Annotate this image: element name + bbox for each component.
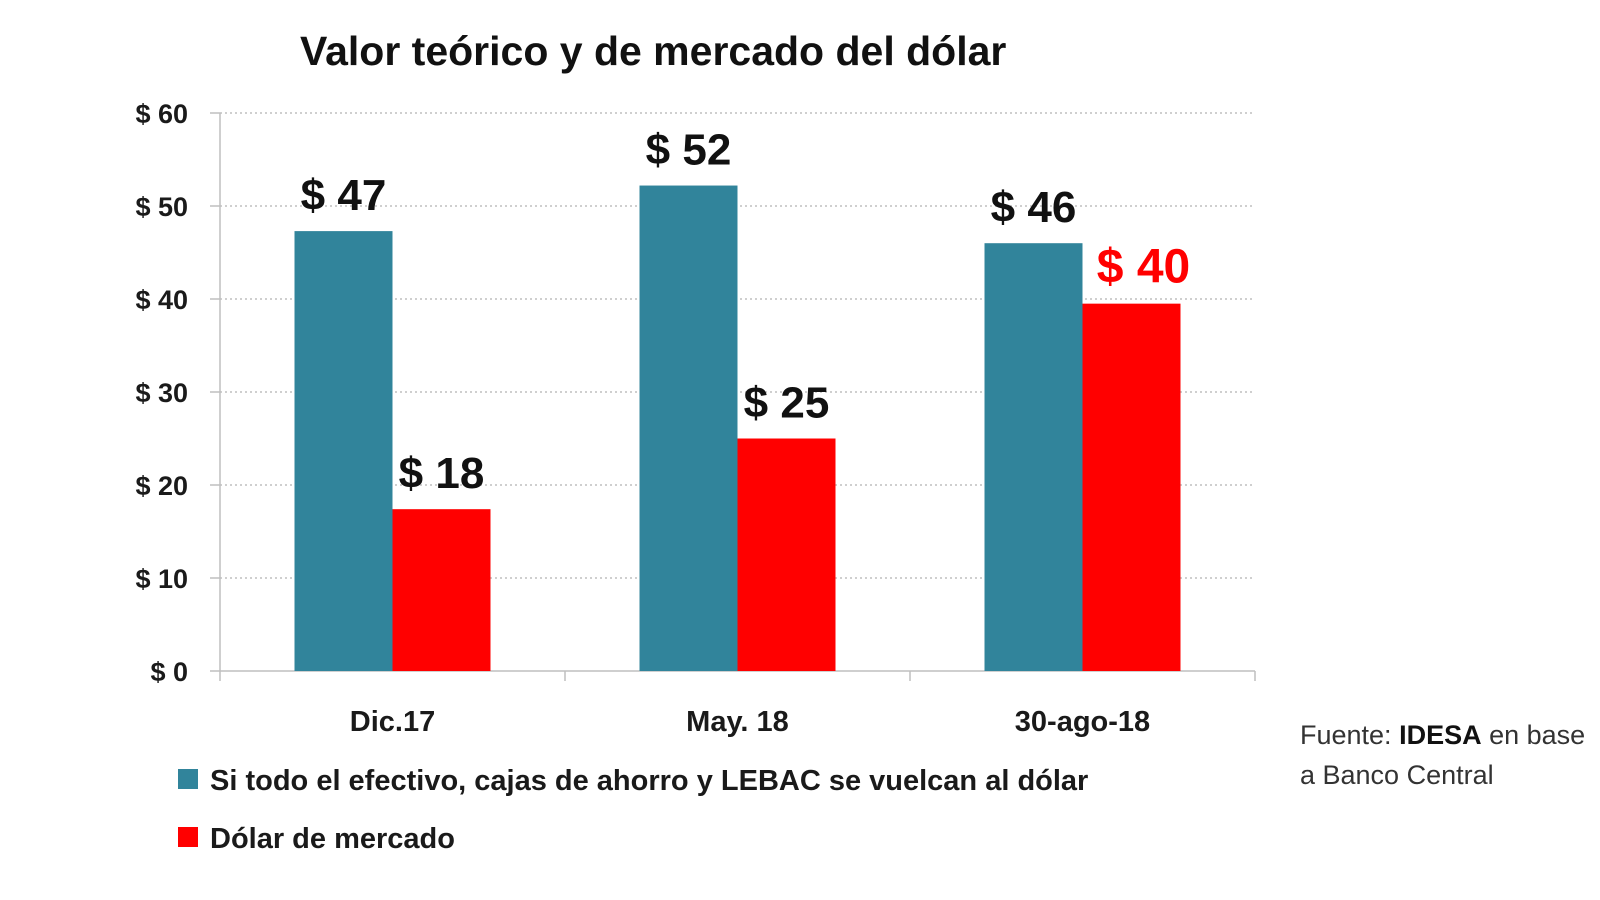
bar-teorico xyxy=(639,185,738,672)
x-category-label: Dic.17 xyxy=(350,706,435,738)
bar-teorico xyxy=(984,243,1083,671)
legend-item-series-2: Dólar de mercado xyxy=(178,823,455,856)
data-label: $ 47 xyxy=(301,171,387,220)
data-label: $ 40 xyxy=(1097,241,1190,294)
source-org: IDESA xyxy=(1399,720,1482,750)
y-tick-label: $ 0 xyxy=(150,657,188,687)
legend-label-series-1: Si todo el efectivo, cajas de ahorro y L… xyxy=(210,765,1089,797)
legend-swatch-series-2 xyxy=(178,827,198,848)
y-tick-label: $ 50 xyxy=(135,192,188,222)
legend-label-series-2: Dólar de mercado xyxy=(210,823,455,855)
source-suffix: en base a Banco Central xyxy=(1300,720,1586,790)
y-tick-label: $ 10 xyxy=(135,564,188,594)
chart-title: Valor teórico y de mercado del dólar xyxy=(300,28,1007,74)
bar-teorico xyxy=(294,231,393,672)
y-tick-label: $ 20 xyxy=(135,471,188,501)
bar-mercado xyxy=(392,509,491,671)
y-tick-label: $ 60 xyxy=(135,99,188,129)
source-note: Fuente: IDESA en base a Banco Central xyxy=(1300,715,1590,795)
data-label: $ 52 xyxy=(646,126,732,175)
legend-item-series-1: Si todo el efectivo, cajas de ahorro y L… xyxy=(178,765,1088,798)
bar-mercado xyxy=(1082,303,1181,671)
y-tick-label: $ 40 xyxy=(135,285,188,315)
legend-swatch-series-1 xyxy=(178,769,198,790)
bar-mercado xyxy=(737,438,836,671)
data-label: $ 46 xyxy=(991,183,1077,232)
y-tick-label: $ 30 xyxy=(135,378,188,408)
x-category-label: May. 18 xyxy=(686,706,789,738)
source-prefix: Fuente: xyxy=(1300,720,1400,750)
data-label: $ 25 xyxy=(744,379,830,428)
x-category-label: 30-ago-18 xyxy=(1015,706,1150,738)
data-label: $ 18 xyxy=(399,449,485,498)
